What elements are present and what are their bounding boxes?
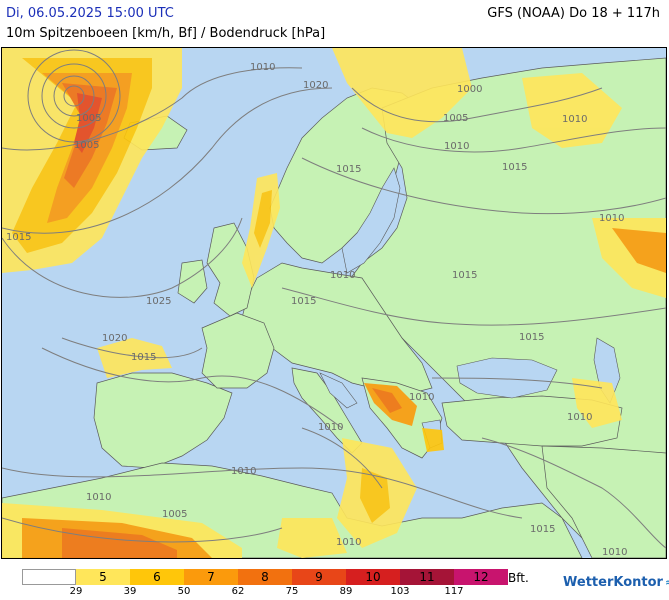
legend-cell (22, 569, 76, 585)
isobar-label: 1005 (76, 113, 101, 124)
inner-seas (319, 167, 621, 449)
kmh-tick-label: 62 (231, 586, 245, 597)
isobar-label: 1010 (330, 270, 355, 281)
gust-legend: 5 6 7 8 9 10 11 12 (22, 569, 508, 585)
wind-swirl-icon: ≈ (665, 576, 669, 589)
isobar-label: 1010 (602, 547, 627, 558)
kmh-tick-label: 39 (123, 586, 137, 597)
isobar-label: 1010 (86, 492, 111, 503)
adriatic-sea (319, 372, 358, 409)
legend-cell: 12 (454, 569, 508, 585)
legend-cell: 11 (400, 569, 454, 585)
isobars (2, 49, 666, 549)
land (2, 57, 666, 558)
kmh-tick-label: 103 (390, 586, 410, 597)
black-sea (456, 357, 558, 399)
brand-logo: WetterKontor≈ (563, 575, 669, 590)
legend-cell: 5 (76, 569, 130, 585)
kmh-tick-label: 75 (285, 586, 299, 597)
map-subtitle: 10m Spitzenboeen [km/h, Bf] / Bodendruck… (6, 26, 326, 41)
bft-unit-label: Bft. (508, 571, 529, 585)
isobar-label: 1010 (318, 422, 343, 433)
isobar-label: 1010 (599, 213, 624, 224)
legend-cell: 6 (130, 569, 184, 585)
isobar-label: 1010 (250, 62, 275, 73)
isobar-label: 1010 (336, 537, 361, 548)
isobar-label: 1015 (452, 270, 477, 281)
isobar-label: 1020 (102, 333, 127, 344)
isobar-label: 1005 (74, 140, 99, 151)
isobar-label: 1010 (231, 466, 256, 477)
model-run: GFS (NOAA) Do 18 + 117h (487, 6, 660, 21)
isobar-labels: 1010 1020 1000 1005 1010 1005 1005 1010 … (6, 62, 627, 558)
legend-cell: 7 (184, 569, 238, 585)
isobar-label: 1010 (409, 392, 434, 403)
isobar-label: 1015 (291, 296, 316, 307)
isobar-label: 1015 (6, 232, 31, 243)
isobar-label: 1010 (562, 114, 587, 125)
isobar-label: 1015 (131, 352, 156, 363)
isobar-label: 1000 (457, 84, 482, 95)
kmh-tick-label: 29 (69, 586, 83, 597)
legend-cell: 9 (292, 569, 346, 585)
weather-map: 1010 1020 1000 1005 1010 1005 1005 1010 … (1, 47, 667, 559)
kmh-tick-label: 117 (444, 586, 464, 597)
isobar-label: 1005 (443, 113, 468, 124)
brand-name: WetterKontor (563, 575, 663, 590)
isobar-label: 1020 (303, 80, 328, 91)
isobar-label: 1005 (162, 509, 187, 520)
isobar-label: 1025 (146, 296, 171, 307)
map-date: Di, 06.05.2025 15:00 UTC (6, 6, 174, 21)
isobar-label: 1015 (336, 164, 361, 175)
legend-cell: 10 (346, 569, 400, 585)
kmh-tick-label: 89 (339, 586, 353, 597)
baltic-sea (341, 167, 401, 274)
isobar-label: 1015 (502, 162, 527, 173)
gust-shading (2, 48, 666, 558)
kmh-tick-label: 50 (177, 586, 191, 597)
legend-cell: 8 (238, 569, 292, 585)
isobar-label: 1010 (567, 412, 592, 423)
isobar-label: 1010 (444, 141, 469, 152)
isobar-label: 1015 (519, 332, 544, 343)
isobar-label: 1015 (530, 524, 555, 535)
